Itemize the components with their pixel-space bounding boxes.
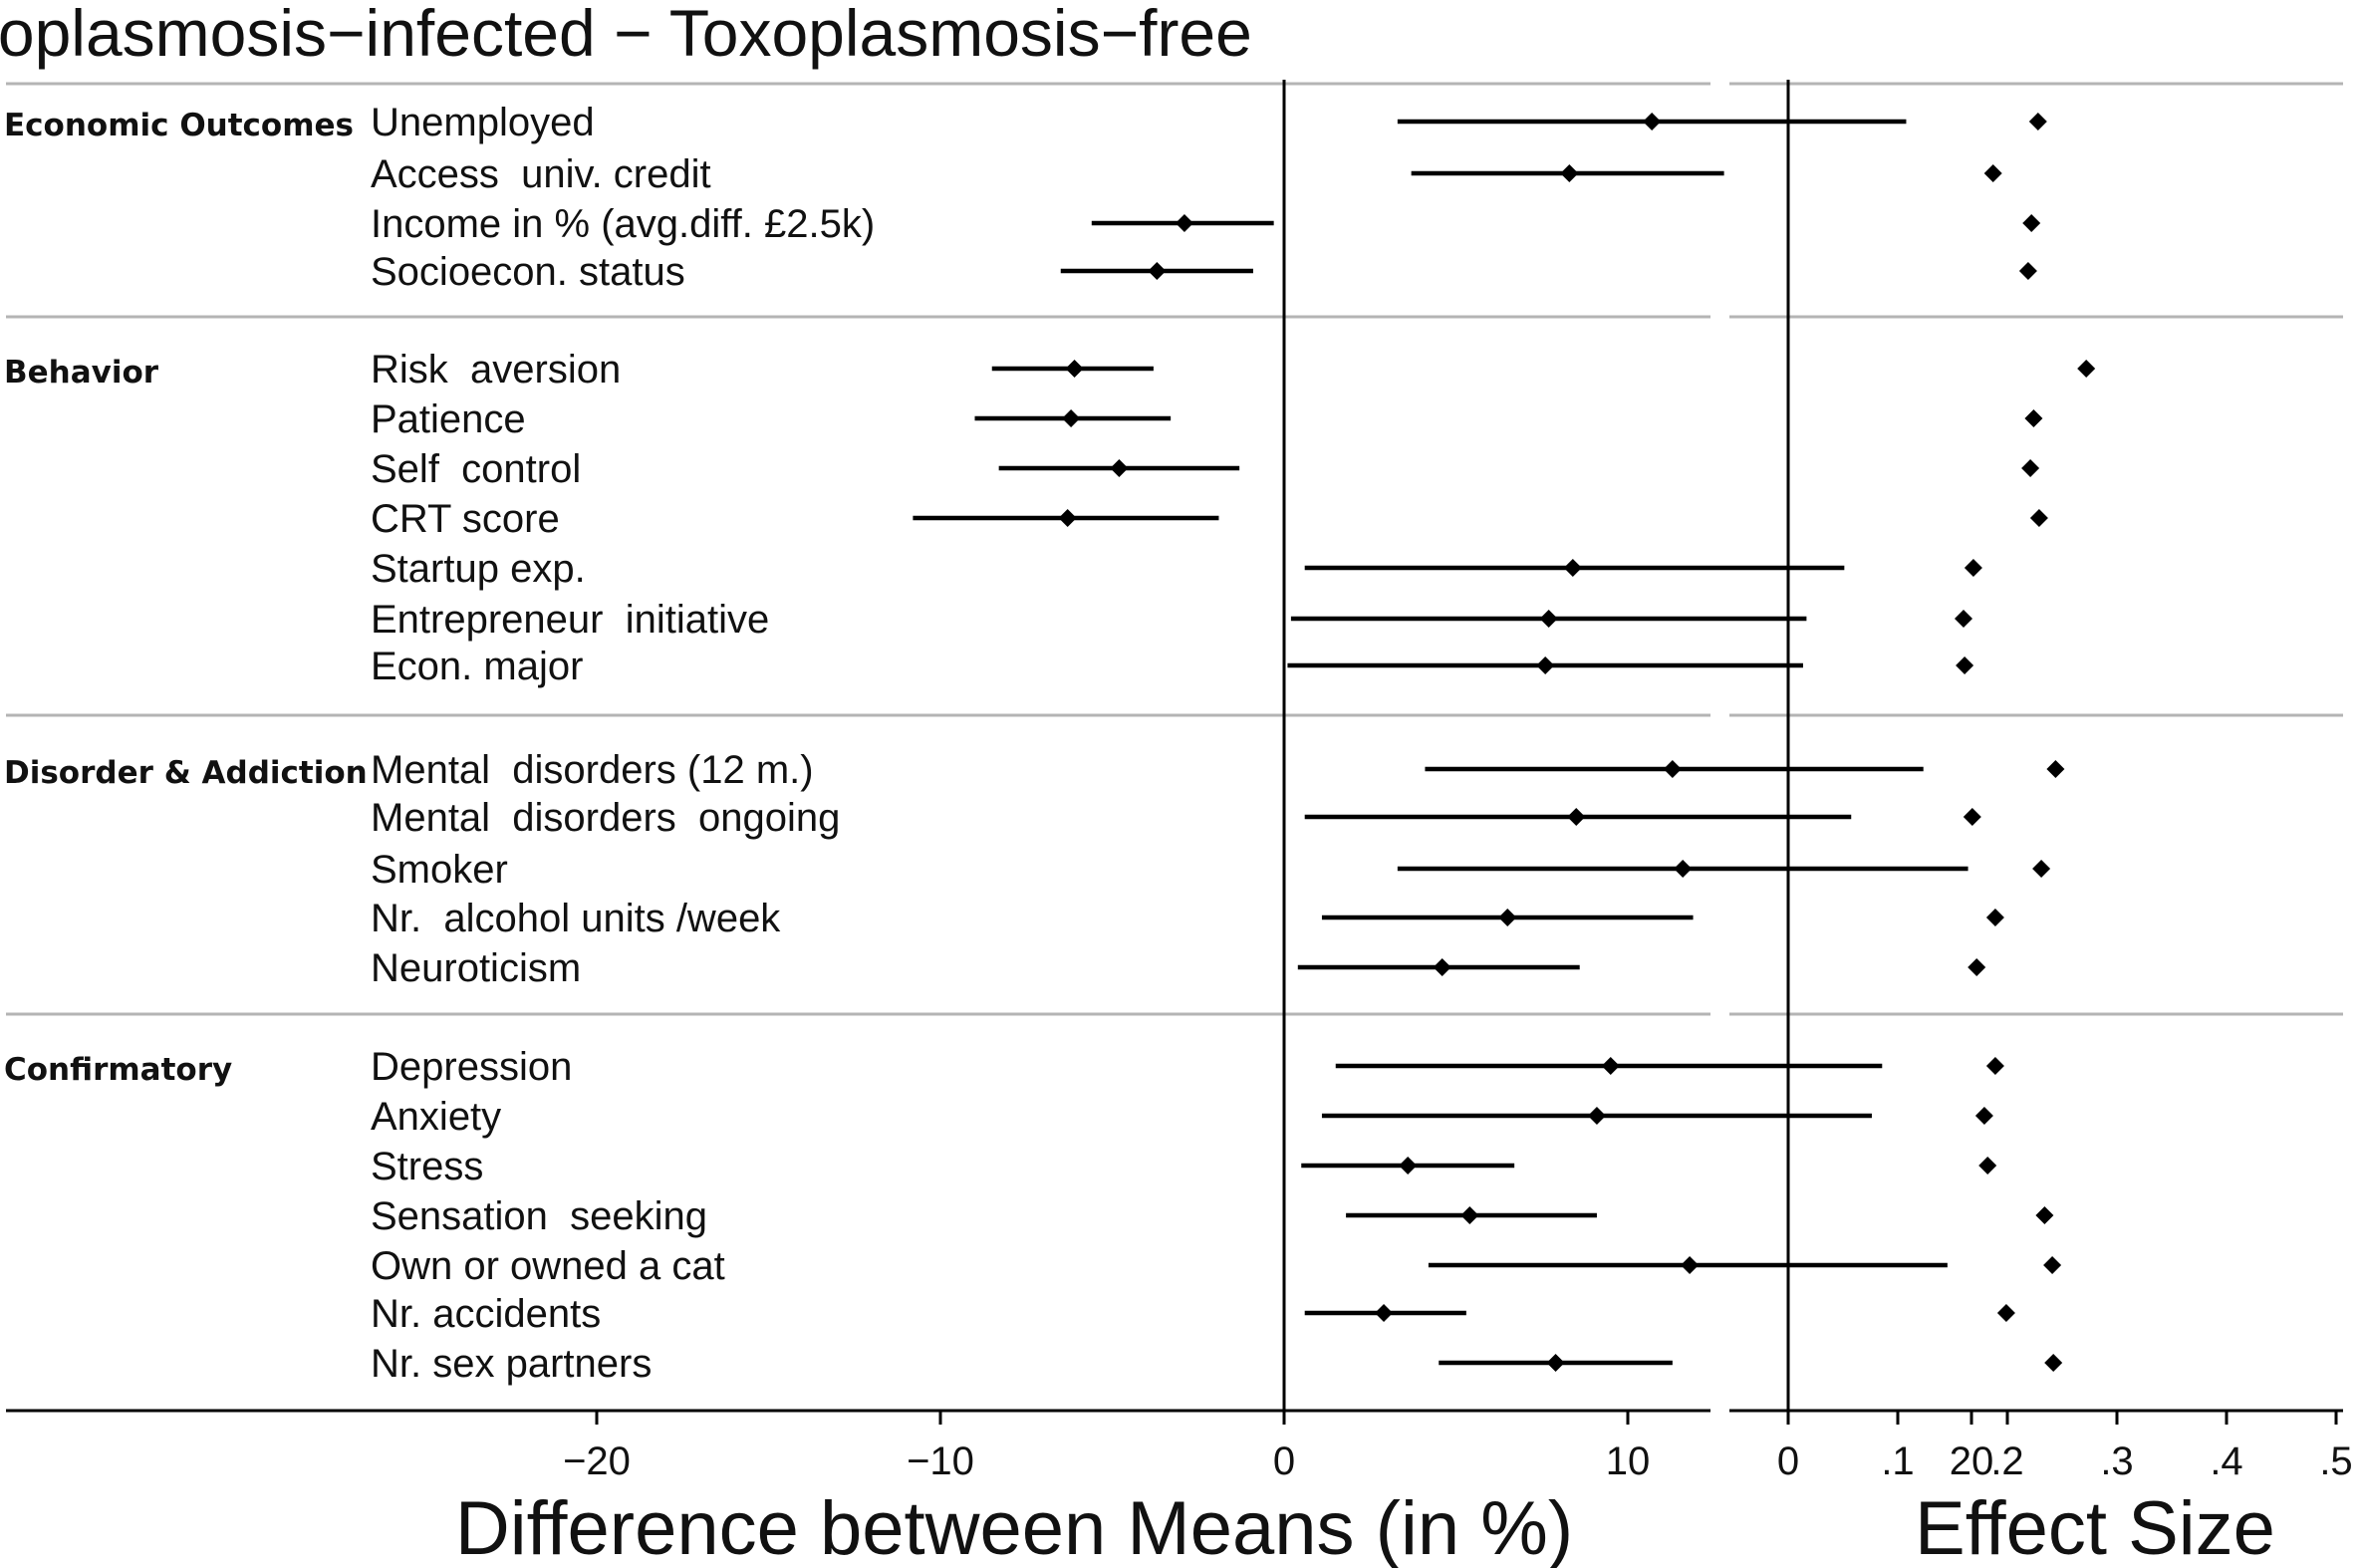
mean-difference-point	[1399, 1157, 1418, 1175]
effect-size-point	[2046, 760, 2065, 778]
row-label: Sensation seeking	[371, 1194, 707, 1238]
effect-size-point	[2035, 1206, 2054, 1224]
effect-size-point	[2043, 1256, 2062, 1274]
mean-difference-point	[1567, 808, 1586, 826]
group-label: Confirmatory	[4, 1052, 232, 1088]
row-label: Own or owned a cat	[371, 1244, 725, 1288]
group-label: Behavior	[4, 355, 159, 391]
mean-difference-point	[1546, 1354, 1565, 1372]
x-tick-label: 10	[1606, 1439, 1651, 1483]
left-x-axis-title: Difference between Means (in %)	[455, 1486, 1573, 1568]
row-label: Nr. sex partners	[371, 1342, 652, 1386]
row-label: Startup exp.	[371, 547, 586, 591]
x-tick-label: .2	[1990, 1439, 2023, 1483]
effect-size-point	[2029, 509, 2048, 527]
mean-difference-point	[1539, 610, 1558, 628]
row-label: Patience	[371, 397, 526, 441]
mean-difference-point	[1587, 1107, 1606, 1125]
mean-difference-point	[1460, 1206, 1479, 1224]
x-tick-label: .1	[1881, 1439, 1914, 1483]
x-tick-label: 0	[1777, 1439, 1799, 1483]
right-x-axis-ticks: 0 .1 .2 .3 .4 .5	[1777, 1411, 2353, 1483]
effect-size-point	[1963, 808, 1981, 826]
effect-size-point	[2032, 860, 2051, 878]
mean-difference-point	[1148, 262, 1167, 280]
row-label: Nr. accidents	[371, 1292, 601, 1336]
x-tick-label: .4	[2210, 1439, 2242, 1483]
row-label: Income in % (avg.diff. £2.5k)	[371, 202, 875, 246]
right-x-axis-title: Effect Size	[1915, 1486, 2275, 1568]
effect-size-point	[2022, 214, 2041, 232]
row-label: Entrepreneur initiative	[371, 598, 769, 642]
mean-difference-point	[1058, 509, 1077, 527]
mean-difference-point	[1560, 164, 1579, 182]
row-labels: Unemployed Access univ. credit Income in %…	[371, 101, 875, 1386]
row-label: Unemployed	[371, 101, 595, 144]
effect-size-point	[2044, 1354, 2063, 1372]
mean-difference-point	[1536, 656, 1555, 674]
mean-difference-point	[1681, 1256, 1700, 1274]
x-tick-label: −10	[907, 1439, 974, 1483]
mean-difference-point	[1663, 760, 1682, 778]
row-label: Depression	[371, 1045, 572, 1089]
left-x-axis-ticks: −20 −10 0 10 20	[563, 1411, 1993, 1483]
effect-size-point	[2018, 262, 2037, 280]
mean-difference-point	[1062, 409, 1081, 427]
row-label: Econ. major	[371, 645, 583, 688]
mean-difference-point	[1601, 1057, 1620, 1075]
mean-difference-point	[1433, 958, 1451, 976]
mean-difference-point	[1065, 360, 1084, 378]
effect-size-marks	[1955, 113, 2096, 1372]
mean-difference-point	[1563, 559, 1582, 577]
mean-difference-point	[1175, 214, 1193, 232]
effect-size-point	[1955, 610, 1972, 628]
effect-size-point	[2021, 459, 2040, 477]
effect-size-point	[2077, 360, 2096, 378]
effect-size-point	[1978, 1157, 1997, 1175]
group-labels: Economic Outcomes Behavior Disorder & Addi…	[4, 108, 368, 1088]
effect-size-point	[1964, 559, 1982, 577]
mean-difference-point	[1110, 459, 1129, 477]
group-label: Economic Outcomes	[4, 108, 354, 143]
x-tick-label: .3	[2100, 1439, 2133, 1483]
group-separators	[6, 82, 2343, 1016]
mean-difference-point	[1375, 1304, 1394, 1322]
row-label: Self control	[371, 447, 581, 491]
mean-difference-point	[1643, 113, 1662, 131]
x-tick-label: 20	[1950, 1439, 1994, 1483]
effect-size-point	[2024, 409, 2043, 427]
chart-title: Toxoplasmosis−infected − Toxoplasmosis−f…	[0, 0, 1252, 70]
mean-difference-point	[1498, 909, 1517, 926]
effect-size-point	[1968, 958, 1986, 976]
effect-size-point	[1956, 656, 1974, 674]
effect-size-point	[1983, 164, 2002, 182]
effect-size-point	[1996, 1304, 2015, 1322]
row-label: Risk aversion	[371, 348, 621, 392]
effect-size-point	[1985, 909, 2004, 926]
effect-size-point	[1985, 1057, 2004, 1075]
row-label: CRT score	[371, 497, 560, 541]
group-label: Disorder & Addiction	[4, 755, 368, 791]
x-tick-label: .5	[2319, 1439, 2352, 1483]
row-label: Nr. alcohol units /week	[371, 897, 781, 940]
effect-size-point	[2028, 113, 2047, 131]
row-label: Stress	[371, 1145, 483, 1188]
row-label: Access univ. credit	[371, 152, 711, 196]
row-label: Smoker	[371, 848, 508, 892]
row-label: Anxiety	[371, 1095, 501, 1139]
effect-size-point	[1974, 1107, 1993, 1125]
x-tick-label: −20	[563, 1439, 631, 1483]
difference-marks	[913, 113, 1969, 1372]
row-label: Mental disorders (12 m.)	[371, 748, 814, 792]
row-label: Mental disorders ongoing	[371, 796, 840, 840]
x-tick-label: 0	[1273, 1439, 1295, 1483]
mean-difference-point	[1674, 860, 1693, 878]
row-label: Neuroticism	[371, 946, 581, 990]
row-label: Socioecon. status	[371, 250, 685, 294]
